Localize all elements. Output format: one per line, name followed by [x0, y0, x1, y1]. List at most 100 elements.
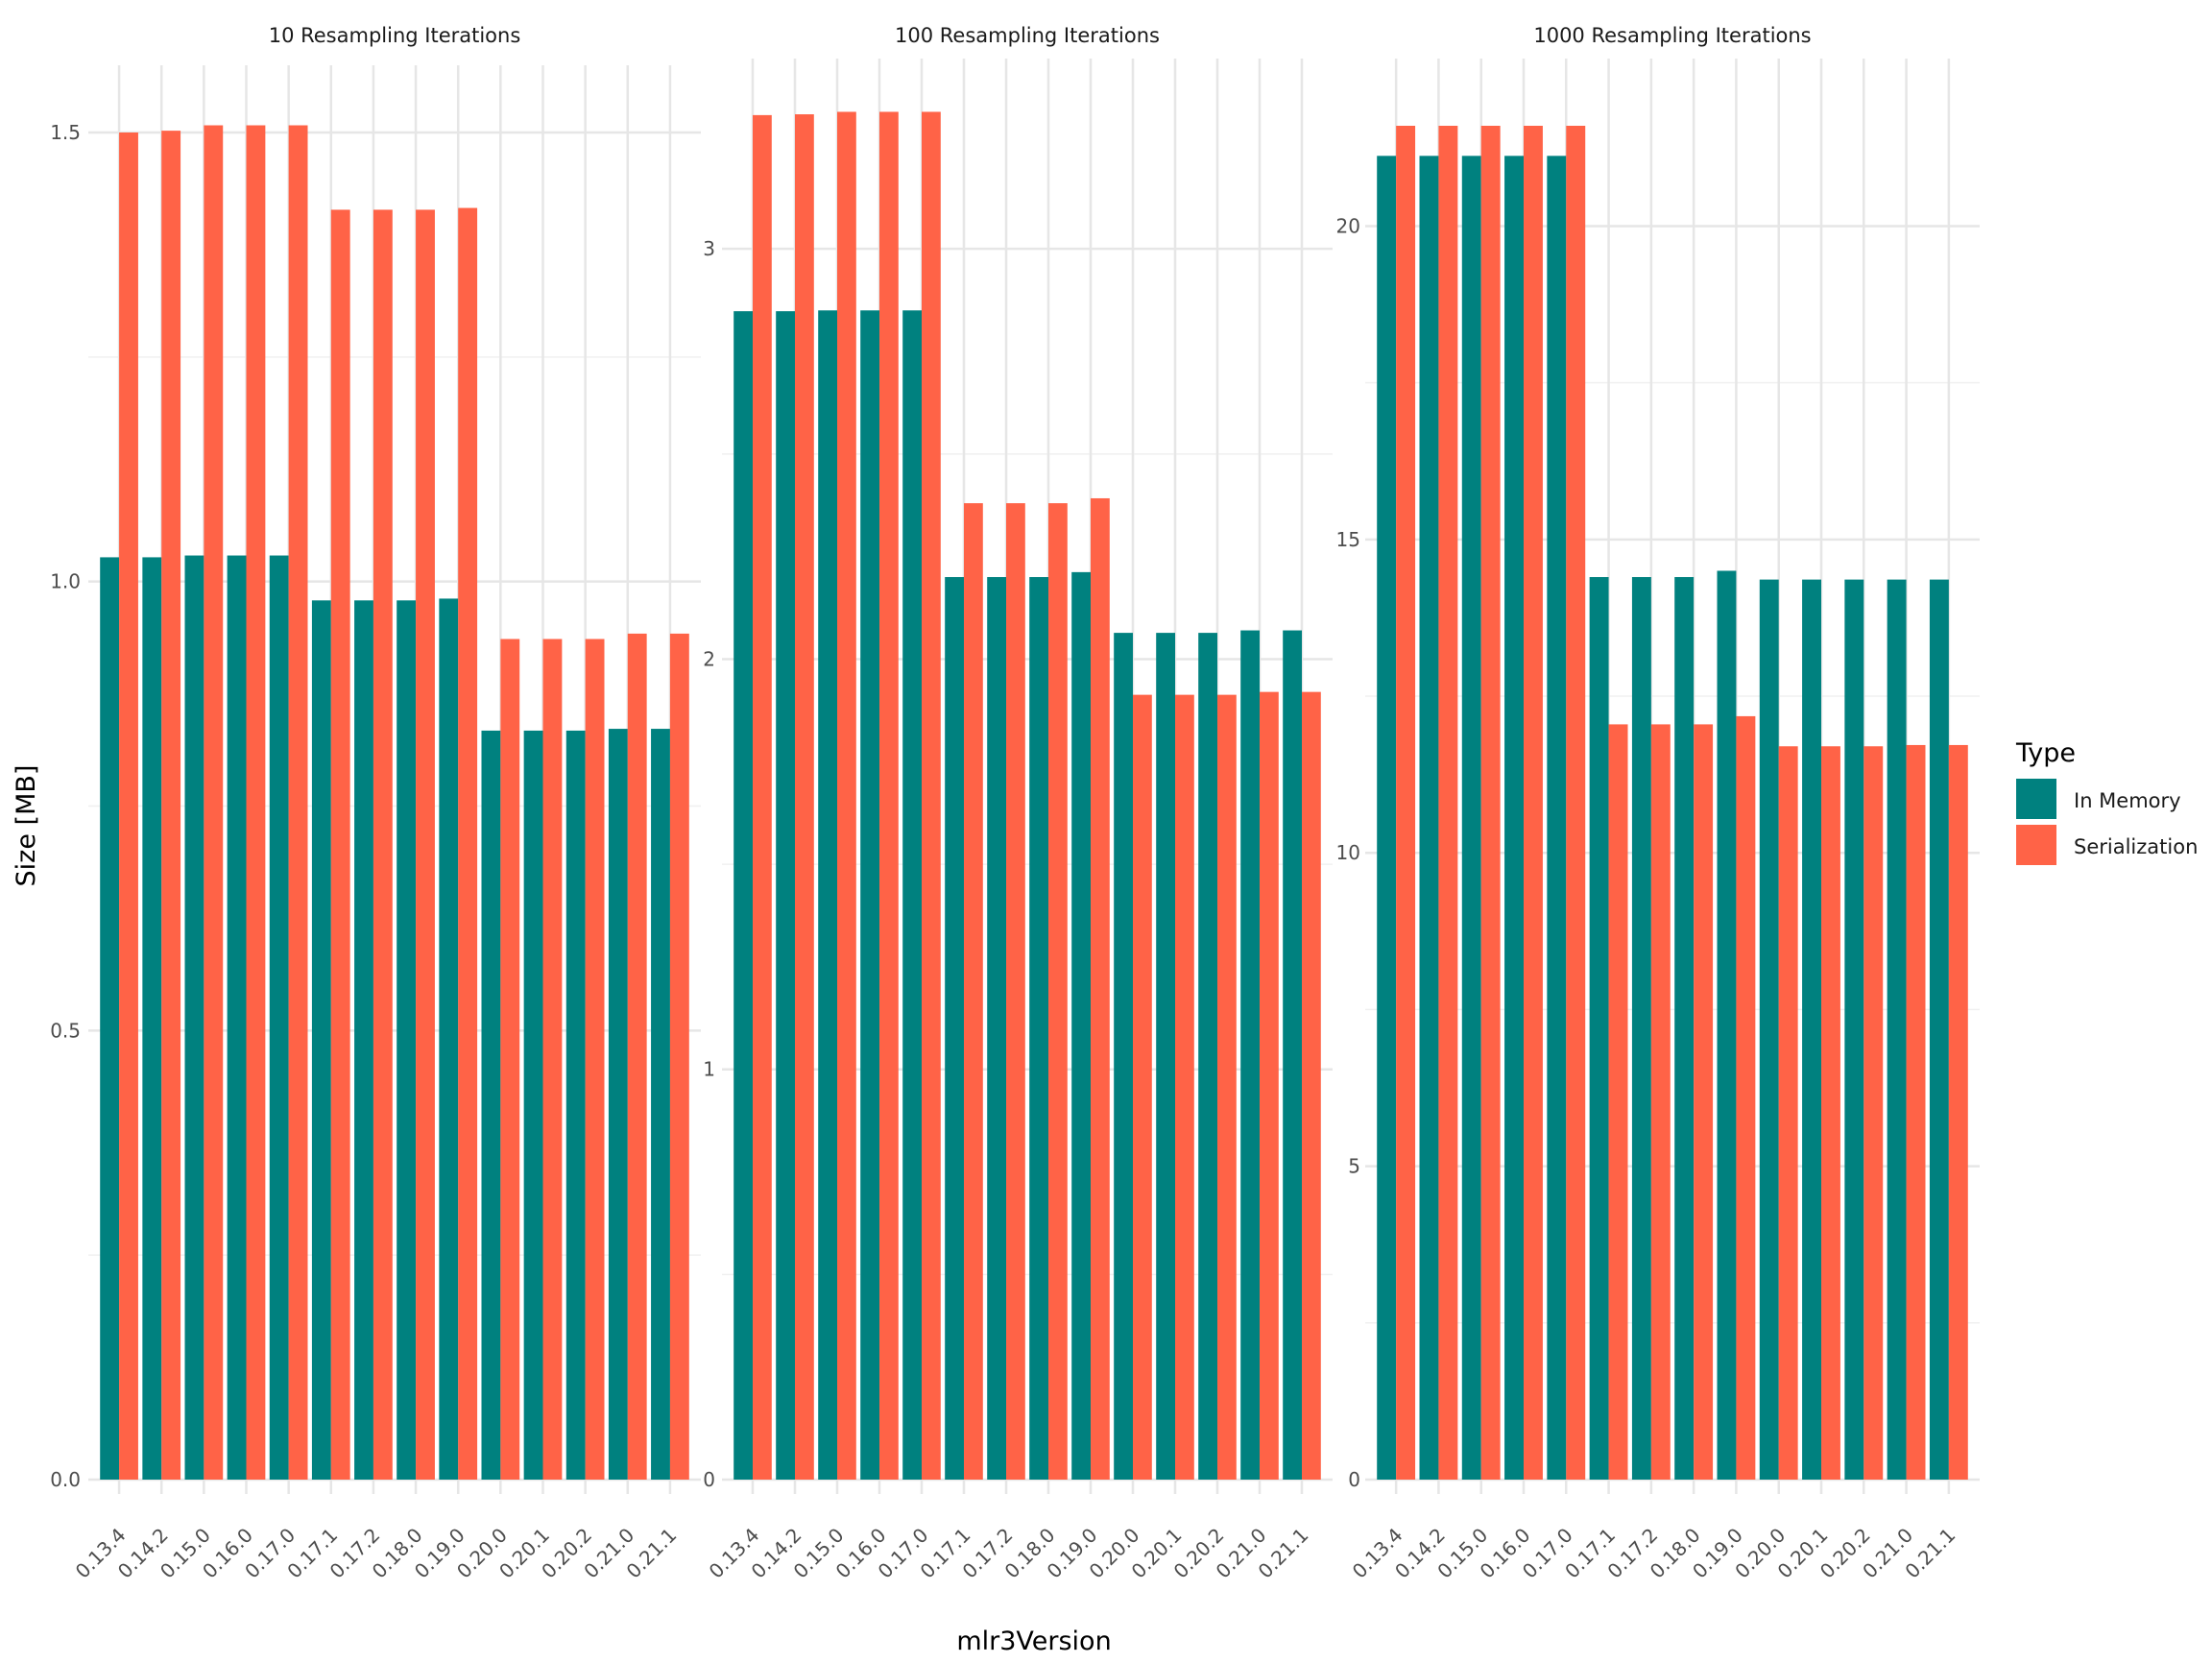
- y-tick-label: 0.0: [50, 1468, 81, 1491]
- bar-in-memory-0-20-2: [565, 730, 586, 1480]
- bar-serialization-0-16-0: [246, 125, 266, 1480]
- bar-serialization-0-20-0: [500, 639, 520, 1480]
- bar-serialization-0-21-1: [669, 633, 689, 1480]
- y-tick-label: 0: [1348, 1468, 1360, 1491]
- bar-serialization-0-19-0: [1736, 715, 1756, 1480]
- panel-1: 0.00.51.01.50.13.40.14.20.15.00.16.00.17…: [50, 24, 701, 1583]
- bar-serialization-0-19-0: [1091, 497, 1110, 1480]
- bar-in-memory-0-16-0: [1504, 156, 1524, 1480]
- bar-in-memory-0-17-2: [1631, 577, 1651, 1480]
- legend: Type In Memory Serialization: [2015, 738, 2198, 865]
- bar-in-memory-0-19-0: [1717, 570, 1737, 1480]
- bar-in-memory-0-17-2: [987, 577, 1006, 1480]
- bar-serialization-0-17-2: [1650, 724, 1671, 1480]
- bar-serialization-0-13-4: [119, 133, 138, 1480]
- y-tick-label: 2: [703, 647, 715, 670]
- bar-in-memory-0-13-4: [100, 557, 120, 1480]
- bar-in-memory-0-16-0: [227, 555, 247, 1480]
- bar-in-memory-0-18-0: [1029, 577, 1048, 1480]
- bar-in-memory-0-18-0: [1674, 577, 1695, 1480]
- panel-3: 051015200.13.40.14.20.15.00.16.00.17.00.…: [1336, 24, 1980, 1583]
- bar-in-memory-0-17-1: [311, 600, 331, 1480]
- bar-in-memory-0-15-0: [818, 310, 837, 1481]
- bar-serialization-0-16-0: [1524, 126, 1543, 1480]
- legend-key-in-memory: [2016, 779, 2056, 819]
- bar-in-memory-0-21-1: [1929, 579, 1949, 1480]
- bar-serialization-0-13-4: [753, 114, 772, 1481]
- bar-serialization-0-16-0: [879, 111, 899, 1480]
- legend-label-in-memory: In Memory: [2074, 789, 2181, 812]
- bar-serialization-0-21-0: [1906, 744, 1926, 1480]
- bar-in-memory-0-20-0: [1114, 633, 1133, 1480]
- panels: 0.00.51.01.50.13.40.14.20.15.00.16.00.17…: [50, 24, 1980, 1583]
- bar-serialization-0-21-0: [627, 633, 647, 1480]
- bar-serialization-0-15-0: [837, 111, 856, 1480]
- bar-serialization-0-15-0: [204, 125, 224, 1480]
- bar-serialization-0-18-0: [416, 209, 435, 1480]
- panel-2: 01230.13.40.14.20.15.00.16.00.17.00.17.1…: [703, 24, 1333, 1583]
- bar-in-memory-0-19-0: [439, 598, 459, 1480]
- bar-in-memory-0-13-4: [1377, 156, 1397, 1480]
- y-axis-title: Size [MB]: [12, 765, 41, 887]
- bar-in-memory-0-20-2: [1844, 579, 1864, 1480]
- y-tick-label: 1.5: [50, 121, 81, 144]
- bar-serialization-0-21-1: [1948, 744, 1968, 1480]
- bar-serialization-0-20-1: [542, 639, 563, 1480]
- y-tick-label: 0: [703, 1468, 715, 1491]
- bar-in-memory-0-15-0: [184, 555, 204, 1480]
- y-tick-label: 3: [703, 237, 715, 260]
- bar-in-memory-0-20-1: [523, 730, 543, 1480]
- y-tick-label: 1.0: [50, 570, 81, 593]
- bar-serialization-0-15-0: [1480, 126, 1501, 1480]
- bar-serialization-0-20-2: [1863, 746, 1884, 1480]
- y-tick-label: 10: [1336, 841, 1360, 864]
- bar-in-memory-0-13-4: [733, 311, 753, 1481]
- panel-title: 1000 Resampling Iterations: [1533, 24, 1811, 47]
- bar-serialization-0-20-0: [1778, 746, 1798, 1480]
- bar-serialization-0-17-0: [1566, 126, 1586, 1480]
- y-tick-label: 20: [1336, 214, 1360, 237]
- legend-title: Type: [2015, 738, 2076, 768]
- bar-in-memory-0-15-0: [1461, 156, 1481, 1480]
- bar-serialization-0-20-1: [1175, 694, 1194, 1480]
- bar-serialization-0-17-0: [922, 111, 941, 1480]
- bar-serialization-0-20-2: [1217, 694, 1237, 1480]
- bar-in-memory-0-21-0: [1887, 579, 1907, 1480]
- bar-in-memory-0-20-0: [1759, 579, 1779, 1480]
- bar-in-memory-0-21-1: [1283, 630, 1302, 1480]
- bar-in-memory-0-17-2: [354, 600, 373, 1480]
- bar-in-memory-0-14-2: [776, 311, 795, 1481]
- bar-in-memory-0-14-2: [142, 557, 162, 1480]
- panel-title: 10 Resampling Iterations: [269, 24, 521, 47]
- bar-in-memory-0-20-0: [481, 730, 501, 1480]
- bar-serialization-0-21-0: [1260, 691, 1279, 1480]
- y-tick-label: 1: [703, 1058, 715, 1081]
- y-tick-label: 0.5: [50, 1019, 81, 1042]
- bar-in-memory-0-21-0: [1240, 630, 1260, 1480]
- bar-in-memory-0-17-1: [1589, 577, 1609, 1480]
- bar-in-memory-0-16-0: [860, 310, 879, 1481]
- bar-in-memory-0-17-0: [269, 555, 289, 1480]
- bar-in-memory-0-17-0: [1547, 156, 1567, 1480]
- bar-in-memory-0-19-0: [1071, 571, 1091, 1480]
- bar-serialization-0-20-1: [1821, 746, 1840, 1480]
- y-tick-label: 15: [1336, 528, 1360, 551]
- bar-serialization-0-19-0: [458, 207, 478, 1480]
- bar-serialization-0-18-0: [1694, 724, 1714, 1480]
- panel-title: 100 Resampling Iterations: [895, 24, 1160, 47]
- bar-serialization-0-21-1: [1302, 691, 1321, 1480]
- bar-serialization-0-17-1: [330, 209, 350, 1480]
- bar-in-memory-0-20-2: [1198, 633, 1217, 1480]
- bar-serialization-0-17-1: [964, 503, 983, 1480]
- bar-serialization-0-20-0: [1133, 694, 1152, 1480]
- bar-in-memory-0-20-1: [1802, 579, 1821, 1480]
- bar-serialization-0-17-2: [373, 209, 393, 1480]
- bar-in-memory-0-17-0: [902, 310, 922, 1481]
- bar-serialization-0-17-1: [1608, 724, 1628, 1480]
- x-axis-title: mlr3Version: [956, 1627, 1111, 1656]
- bar-in-memory-0-21-0: [608, 729, 628, 1480]
- bar-serialization-0-20-2: [585, 639, 605, 1480]
- bar-in-memory-0-14-2: [1419, 156, 1439, 1480]
